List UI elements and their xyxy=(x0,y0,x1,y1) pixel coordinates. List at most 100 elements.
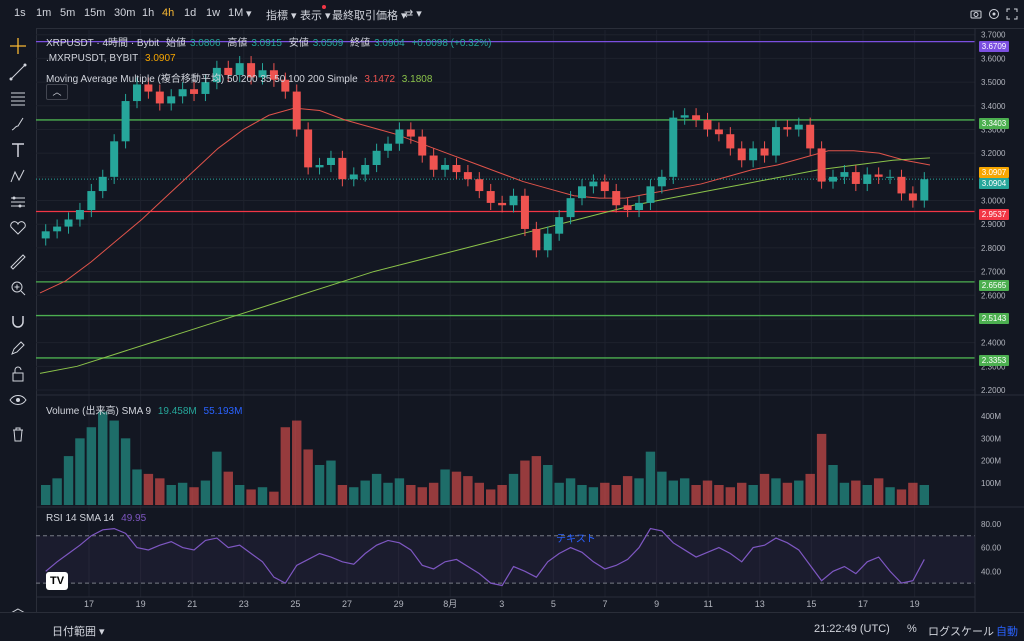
candle-body xyxy=(577,186,586,199)
prediction-icon[interactable] xyxy=(8,192,28,212)
percent-toggle[interactable]: % xyxy=(907,623,917,635)
price-pill-2: 3.0907 xyxy=(979,167,1009,178)
timeframe-15m[interactable]: 15m xyxy=(84,7,106,19)
timeframe-1s[interactable]: 1s xyxy=(14,7,26,19)
candle-body xyxy=(874,174,883,177)
horizontal-levels xyxy=(36,40,975,359)
candle-body xyxy=(498,202,507,206)
volume-bar xyxy=(314,465,325,505)
lock-icon[interactable] xyxy=(8,364,28,384)
candle-body xyxy=(395,129,404,144)
crosshair-icon[interactable] xyxy=(8,36,28,56)
volume-bar xyxy=(896,489,907,505)
candle-body xyxy=(429,155,438,170)
volume-bar xyxy=(120,438,131,505)
text-icon[interactable] xyxy=(8,140,28,160)
price-pill-7: 2.3353 xyxy=(979,355,1009,366)
volume-bar xyxy=(223,471,233,505)
volume-bar xyxy=(349,487,359,505)
candle-body xyxy=(657,176,666,187)
candle-body xyxy=(886,176,895,178)
volume-bar xyxy=(75,438,85,505)
timeframe-30m[interactable]: 30m xyxy=(114,7,136,19)
candle-body xyxy=(315,165,324,168)
volume-bar xyxy=(725,487,736,505)
timeframe-1d[interactable]: 1d xyxy=(184,7,197,19)
price-tick-label: 3.5000 xyxy=(981,78,1006,87)
candle-body xyxy=(144,84,153,92)
candle-body xyxy=(384,143,393,151)
compare-icon[interactable]: ⇄ ▾ xyxy=(404,8,422,20)
fullscreen-icon[interactable] xyxy=(1006,8,1018,20)
settings-icon[interactable] xyxy=(988,8,1000,20)
timeframe-4h[interactable]: 4h xyxy=(162,7,175,19)
log-scale-toggle[interactable]: ログスケール xyxy=(928,626,994,638)
candle-body xyxy=(292,91,301,130)
display-menu[interactable]: 表示 ▾ xyxy=(300,10,331,22)
candle-body xyxy=(121,101,130,142)
heart-icon[interactable] xyxy=(8,218,28,238)
candle-body xyxy=(920,179,929,201)
zoom-in-icon[interactable] xyxy=(8,278,28,298)
time-tick-label: 27 xyxy=(342,599,352,609)
candle-body xyxy=(64,219,73,227)
chevron-down-icon[interactable]: ▾ xyxy=(246,8,252,20)
candle-body xyxy=(623,205,632,210)
rsi-band xyxy=(36,535,975,584)
volume-bar xyxy=(394,478,405,505)
candle-body xyxy=(53,226,62,232)
timeframe-1m[interactable]: 1m xyxy=(36,7,52,19)
timeframe-1M[interactable]: 1M xyxy=(228,7,244,19)
volume-bar xyxy=(486,489,496,505)
candle-body xyxy=(132,84,141,102)
notification-dot xyxy=(322,5,326,9)
volume-bar xyxy=(417,487,427,505)
price-type-label: 最終取引価格 xyxy=(332,10,398,22)
pencil-lock-icon[interactable] xyxy=(8,338,28,358)
volume-bar xyxy=(337,485,348,505)
candle-body xyxy=(372,150,381,165)
mx-value: 3.0907 xyxy=(145,53,176,64)
time-tick-label: 21 xyxy=(187,599,197,609)
timeframe-1h[interactable]: 1h xyxy=(142,7,155,19)
pattern-icon[interactable] xyxy=(8,166,28,186)
brush-icon[interactable] xyxy=(8,114,28,134)
camera-icon[interactable] xyxy=(970,8,982,20)
collapse-legend-button[interactable]: ︿ xyxy=(46,84,68,100)
rsi-text-annotation[interactable]: テキスト xyxy=(556,534,596,545)
eye-icon[interactable] xyxy=(8,390,28,410)
candle-body xyxy=(178,89,187,97)
timeframe-1w[interactable]: 1w xyxy=(206,7,221,19)
indicators-menu[interactable]: 指標 ▾ xyxy=(266,10,297,22)
ma-value-2: 3.1808 xyxy=(401,74,433,85)
date-range-button[interactable]: 日付範囲 ▾ xyxy=(52,626,105,638)
candle-body xyxy=(908,193,917,201)
volume-bar xyxy=(360,480,370,505)
volume-bar xyxy=(371,473,382,505)
volume-bar xyxy=(292,420,302,505)
candle-body xyxy=(794,124,803,130)
utc-clock[interactable]: 21:22:49 (UTC) xyxy=(814,623,890,635)
candle-body xyxy=(851,172,860,184)
candle-body xyxy=(338,157,347,180)
ruler-icon[interactable] xyxy=(8,252,28,272)
trendline-icon[interactable] xyxy=(8,62,28,82)
timeframe-5m[interactable]: 5m xyxy=(60,7,76,19)
axes: 3.70003.60003.50003.40003.30003.20003.10… xyxy=(36,28,1024,612)
volume-bar xyxy=(554,482,564,505)
auto-scale-toggle[interactable]: 自動 xyxy=(996,626,1018,638)
change-value: +0.0098 (+0.32%) xyxy=(411,38,492,49)
fib-icon[interactable] xyxy=(8,88,28,108)
magnet-icon[interactable] xyxy=(8,312,28,332)
price-tick-label: 2.2000 xyxy=(981,386,1006,395)
volume-bar xyxy=(851,480,861,505)
price-type-menu[interactable]: 最終取引価格 ▾ xyxy=(332,10,407,22)
volume-bar xyxy=(189,487,199,505)
trash-icon[interactable] xyxy=(8,424,28,444)
time-tick-label: 19 xyxy=(910,599,920,609)
volume-bar xyxy=(177,482,188,505)
candle-body xyxy=(669,117,678,177)
volume-bar xyxy=(143,473,154,505)
candle-body xyxy=(737,148,746,161)
